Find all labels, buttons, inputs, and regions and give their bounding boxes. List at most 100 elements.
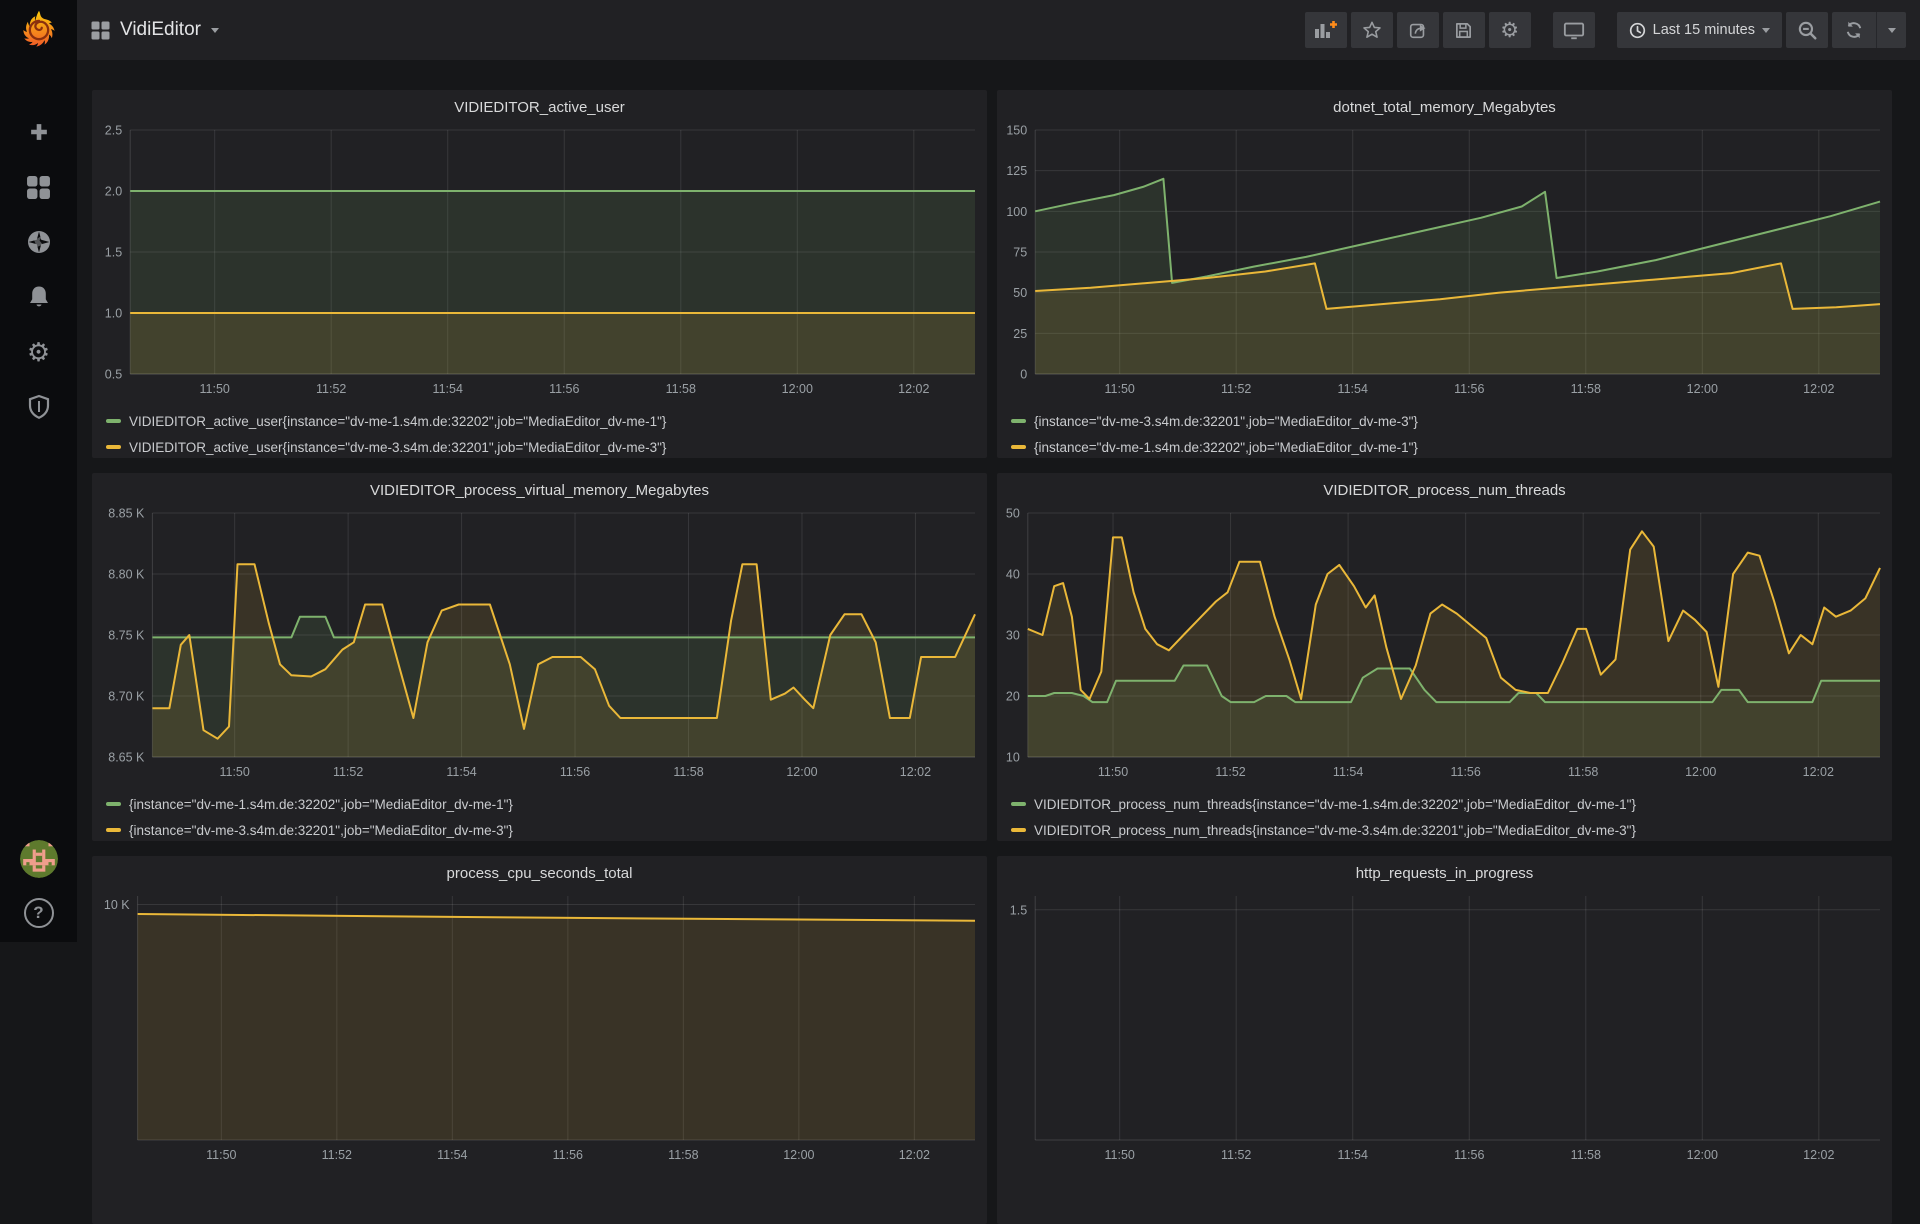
svg-text:8.70 K: 8.70 K bbox=[108, 690, 145, 704]
refresh-interval-dropdown[interactable] bbox=[1876, 12, 1906, 48]
panel-title[interactable]: VIDIEDITOR_active_user bbox=[454, 98, 625, 116]
panel-vidieditor-active-user: VIDIEDITOR_active_user 11:50 11:52 11:54 11:… bbox=[92, 90, 987, 458]
legend-item-label[interactable]: {instance="dv-me-3.s4m.de:32201",job="Me… bbox=[1034, 413, 1418, 429]
bell-icon bbox=[29, 286, 48, 307]
sidebar-item-create[interactable] bbox=[25, 118, 53, 146]
chart-svg: 11:50 11:52 11:54 11:56 11:58 12:00 12:02 50 40 3… bbox=[1006, 507, 1881, 779]
panel-dotnet-total-memory-megabytes: dotnet_total_memory_Megabytes 11:50 11:52 1… bbox=[997, 90, 1892, 458]
legend-item-label[interactable]: VIDIEDITOR_process_num_threads{instance=… bbox=[1034, 822, 1636, 838]
legend-item-label[interactable]: {instance="dv-me-1.s4m.de:32202",job="Me… bbox=[129, 796, 513, 812]
legend-item: VIDIEDITOR_process_num_threads{instance=… bbox=[1011, 817, 1878, 843]
question-mark-icon: ? bbox=[33, 903, 44, 922]
panel-chart[interactable]: 11:50 11:52 11:54 11:56 11:58 12:00 12:02 2.5 2.… bbox=[92, 124, 987, 407]
time-range-label: Last 15 minutes bbox=[1652, 22, 1755, 38]
time-range-caret-icon bbox=[1762, 27, 1770, 33]
chart-svg: 11:50 11:52 11:54 11:56 11:58 12:00 12:02 10 K bbox=[104, 896, 976, 1162]
tv-mode-button[interactable] bbox=[1552, 12, 1595, 48]
svg-text:50: 50 bbox=[1006, 507, 1020, 521]
svg-text:11:56: 11:56 bbox=[549, 382, 579, 396]
legend-item-label[interactable]: VIDIEDITOR_active_user{instance="dv-me-1… bbox=[129, 413, 667, 429]
sidebar-item-configuration[interactable]: ⚙ bbox=[25, 338, 53, 366]
chart-svg: 11:50 11:52 11:54 11:56 11:58 12:00 12:02 1.5 bbox=[1010, 896, 1880, 1162]
panel-chart[interactable]: 11:50 11:52 11:54 11:56 11:58 12:00 12:02 50 40 3… bbox=[997, 507, 1892, 790]
legend-color-swatch bbox=[1011, 828, 1026, 832]
sidebar-item-alerting[interactable] bbox=[25, 283, 53, 311]
legend-item: VIDIEDITOR_active_user{instance="dv-me-3… bbox=[106, 434, 973, 460]
svg-text:11:54: 11:54 bbox=[1338, 1148, 1368, 1162]
help-button[interactable]: ? bbox=[23, 898, 54, 928]
user-avatar[interactable] bbox=[19, 840, 58, 878]
svg-text:1.0: 1.0 bbox=[105, 307, 122, 321]
svg-text:2.5: 2.5 bbox=[105, 124, 122, 138]
legend-color-swatch bbox=[106, 828, 121, 832]
svg-text:11:52: 11:52 bbox=[322, 1148, 352, 1162]
sidebar-item-explore[interactable] bbox=[25, 228, 53, 256]
refresh-button[interactable] bbox=[1832, 12, 1876, 48]
zoom-out-icon bbox=[1798, 21, 1817, 40]
panel-legend: VIDIEDITOR_active_user{instance="dv-me-1… bbox=[92, 407, 987, 460]
panel-process-cpu-seconds-total: process_cpu_seconds_total 11:50 11:52 11:54… bbox=[92, 856, 987, 1224]
legend-color-swatch bbox=[1011, 445, 1026, 449]
panel-chart[interactable]: 11:50 11:52 11:54 11:56 11:58 12:00 12:02 8.85 … bbox=[92, 507, 987, 790]
svg-text:125: 125 bbox=[1006, 164, 1027, 178]
panel-chart[interactable]: 11:50 11:52 11:54 11:56 11:58 12:00 12:02 1.5 bbox=[997, 890, 1892, 1173]
panel-title[interactable]: VIDIEDITOR_process_virtual_memory_Megaby… bbox=[369, 481, 710, 499]
sidebar-item-server-admin[interactable] bbox=[25, 393, 53, 421]
panel-legend: {instance="dv-me-3.s4m.de:32201",job="Me… bbox=[997, 407, 1892, 460]
svg-text:11:58: 11:58 bbox=[666, 382, 696, 396]
panel-chart[interactable]: 11:50 11:52 11:54 11:56 11:58 12:00 12:02 150 12… bbox=[997, 124, 1892, 407]
monitor-icon bbox=[1563, 22, 1584, 40]
svg-text:12:02: 12:02 bbox=[1803, 765, 1834, 779]
add-panel-button[interactable] bbox=[1304, 12, 1347, 48]
legend-item-label[interactable]: {instance="dv-me-3.s4m.de:32201",job="Me… bbox=[129, 822, 513, 838]
svg-text:12:00: 12:00 bbox=[783, 1148, 814, 1162]
svg-text:1.5: 1.5 bbox=[105, 246, 122, 260]
share-icon bbox=[1409, 23, 1426, 39]
svg-text:11:54: 11:54 bbox=[433, 382, 463, 396]
legend-item-label[interactable]: VIDIEDITOR_active_user{instance="dv-me-3… bbox=[129, 439, 667, 455]
svg-text:11:52: 11:52 bbox=[1215, 765, 1245, 779]
panel-chart[interactable]: 11:50 11:52 11:54 11:56 11:58 12:00 12:02 10 K bbox=[92, 890, 987, 1173]
share-dashboard-button[interactable] bbox=[1396, 12, 1439, 48]
star-dashboard-button[interactable] bbox=[1350, 12, 1393, 48]
dashboard-dropdown-caret-icon[interactable] bbox=[210, 27, 219, 33]
dashboard-title[interactable]: VidiEditor bbox=[120, 19, 201, 40]
svg-text:1.5: 1.5 bbox=[1010, 903, 1027, 917]
svg-text:11:52: 11:52 bbox=[333, 765, 363, 779]
svg-text:11:50: 11:50 bbox=[206, 1148, 236, 1162]
save-dashboard-button[interactable] bbox=[1442, 12, 1485, 48]
legend-color-swatch bbox=[1011, 419, 1026, 423]
panel-title[interactable]: process_cpu_seconds_total bbox=[446, 864, 633, 882]
svg-text:11:52: 11:52 bbox=[1221, 382, 1251, 396]
panel-title[interactable]: dotnet_total_memory_Megabytes bbox=[1333, 98, 1556, 116]
sidebar-item-dashboards[interactable] bbox=[25, 173, 53, 201]
legend-color-swatch bbox=[106, 419, 121, 423]
svg-text:0: 0 bbox=[1020, 368, 1027, 382]
legend-item-label[interactable]: {instance="dv-me-1.s4m.de:32202",job="Me… bbox=[1034, 439, 1418, 455]
panel-title[interactable]: VIDIEDITOR_process_num_threads bbox=[1323, 481, 1566, 499]
svg-text:12:02: 12:02 bbox=[1803, 382, 1834, 396]
time-range-picker[interactable]: Last 15 minutes bbox=[1616, 12, 1782, 48]
chart-svg: 11:50 11:52 11:54 11:56 11:58 12:00 12:02 2.5 2.… bbox=[105, 124, 975, 396]
grafana-flame-icon bbox=[22, 10, 55, 47]
svg-text:11:50: 11:50 bbox=[200, 382, 230, 396]
top-navbar: VidiEditor ⚙ Last 15 minutes bbox=[77, 0, 1920, 60]
chart-svg: 11:50 11:52 11:54 11:56 11:58 12:00 12:02 150 12… bbox=[1006, 124, 1881, 396]
refresh-icon bbox=[1846, 21, 1862, 39]
dashboards-grid-icon bbox=[27, 175, 50, 199]
svg-text:10 K: 10 K bbox=[104, 898, 130, 912]
legend-item-label[interactable]: VIDIEDITOR_process_num_threads{instance=… bbox=[1034, 796, 1636, 812]
svg-text:10: 10 bbox=[1006, 751, 1020, 765]
grafana-logo[interactable] bbox=[0, 0, 77, 60]
svg-text:11:50: 11:50 bbox=[1105, 1148, 1135, 1162]
panel-legend: {instance="dv-me-1.s4m.de:32202",job="Me… bbox=[92, 790, 987, 843]
legend-color-swatch bbox=[106, 802, 121, 806]
svg-text:11:58: 11:58 bbox=[668, 1148, 698, 1162]
panel-vidieditor-process-num-threads: VIDIEDITOR_process_num_threads 11:50 11:52… bbox=[997, 473, 1892, 841]
svg-text:30: 30 bbox=[1006, 629, 1020, 643]
dashboard-settings-button[interactable]: ⚙ bbox=[1488, 12, 1531, 48]
svg-text:11:56: 11:56 bbox=[560, 765, 590, 779]
dashboard-grid-icon[interactable] bbox=[91, 21, 110, 40]
zoom-out-time-button[interactable] bbox=[1786, 12, 1828, 48]
panel-title[interactable]: http_requests_in_progress bbox=[1355, 864, 1534, 882]
